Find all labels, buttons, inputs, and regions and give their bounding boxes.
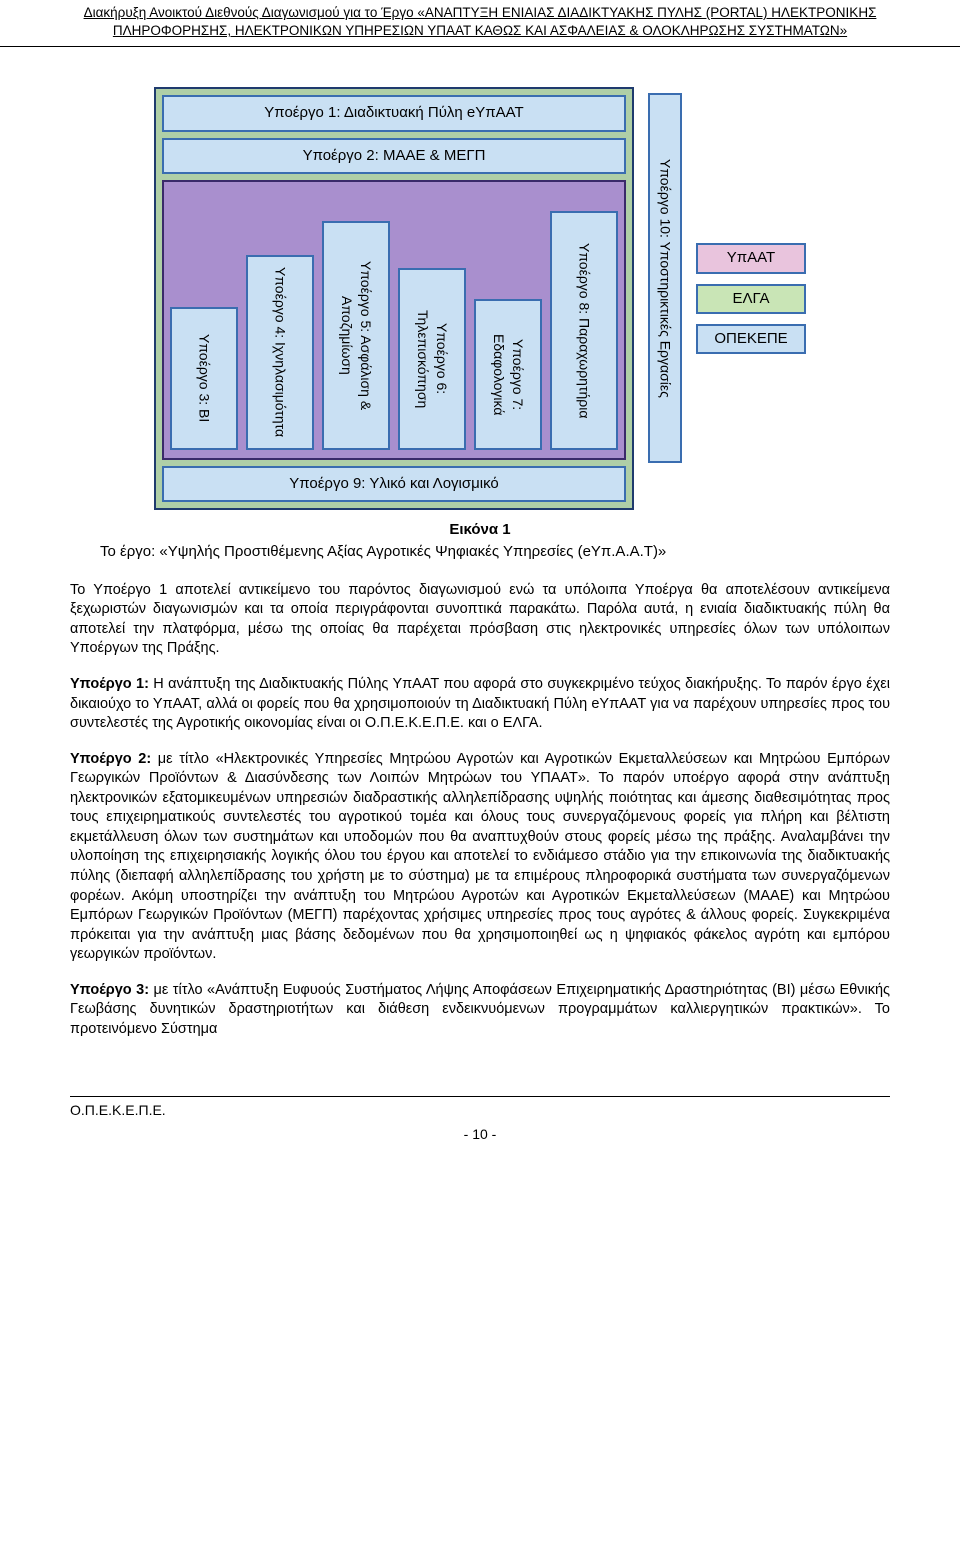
para-sub3-title: Υποέργο 3:: [70, 982, 149, 998]
side-col: Υποέργο 10: Υποστηρικτικές Εργασίες: [648, 87, 682, 510]
figure-caption: Εικόνα 1: [70, 520, 890, 540]
block-sub3: Υποέργο 3: BI: [170, 307, 238, 450]
para-sub3-body: με τίτλο «Ανάπτυξη Ευφυούς Συστήματος Λή…: [70, 982, 890, 1037]
block-sub9: Υποέργο 9: Υλικό και Λογισμικό: [162, 466, 626, 502]
legend-opekepe: ΟΠΕΚΕΠΕ: [696, 324, 806, 354]
para-sub2-title: Υποέργο 2:: [70, 751, 151, 767]
legend-elga: ΕΛΓΑ: [696, 284, 806, 314]
diagram: Υποέργο 1: Διαδικτυακή Πύλη eΥπΑΑΤ Υποέρ…: [154, 87, 806, 510]
para-sub2-body: με τίτλο «Ηλεκτρονικές Υπηρεσίες Μητρώου…: [70, 751, 890, 963]
para-intro: Το Υποέργο 1 αποτελεί αντικείμενο του πα…: [70, 581, 890, 659]
block-sub7: Υποέργο 7: Εδαφολογικά: [474, 299, 542, 450]
block-sub10: Υποέργο 10: Υποστηρικτικές Εργασίες: [648, 93, 682, 463]
figure-subcaption: Το έργο: «Υψηλής Προστιθέμενης Αξίας Αγρ…: [70, 542, 890, 562]
purple-row: Υποέργο 3: BI Υποέργο 4: Ιχνηλασιμότητα …: [162, 180, 626, 460]
legend: ΥπΑΑΤ ΕΛΓΑ ΟΠΕΚΕΠΕ: [696, 87, 806, 510]
para-sub1-body: Η ανάπτυξη της Διαδικτυακής Πύλης ΥπΑΑΤ …: [70, 676, 890, 731]
block-sub6: Υποέργο 6: Τηλεπισκόπηση: [398, 268, 466, 450]
block-sub5: Υποέργο 5: Ασφάλιση & Αποζημίωση: [322, 221, 390, 450]
page-number: - 10 -: [0, 1125, 960, 1150]
footer-org: Ο.Π.Ε.Κ.Ε.Π.Ε.: [70, 1102, 166, 1118]
content-area: Υποέργο 1: Διαδικτυακή Πύλη eΥπΑΑΤ Υποέρ…: [0, 47, 960, 1065]
legend-ypaaat: ΥπΑΑΤ: [696, 243, 806, 273]
para-sub3: Υποέργο 3: με τίτλο «Ανάπτυξη Ευφυούς Συ…: [70, 981, 890, 1040]
diagram-main: Υποέργο 1: Διαδικτυακή Πύλη eΥπΑΑΤ Υποέρ…: [154, 87, 634, 510]
footer: Ο.Π.Ε.Κ.Ε.Π.Ε.: [70, 1096, 890, 1120]
para-sub1: Υποέργο 1: Η ανάπτυξη της Διαδικτυακής Π…: [70, 675, 890, 734]
block-sub2: Υποέργο 2: ΜΑΑΕ & ΜΕΓΠ: [162, 138, 626, 174]
block-sub4: Υποέργο 4: Ιχνηλασιμότητα: [246, 255, 314, 450]
para-sub1-title: Υποέργο 1:: [70, 676, 149, 692]
diagram-wrap: Υποέργο 1: Διαδικτυακή Πύλη eΥπΑΑΤ Υποέρ…: [70, 87, 890, 510]
header-text: Διακήρυξη Ανοικτού Διεθνούς Διαγωνισμού …: [84, 5, 877, 38]
page-header: Διακήρυξη Ανοικτού Διεθνούς Διαγωνισμού …: [0, 0, 960, 47]
block-sub1: Υποέργο 1: Διαδικτυακή Πύλη eΥπΑΑΤ: [162, 95, 626, 131]
block-sub8: Υποέργο 8: Παραχωρητήρια: [550, 211, 618, 450]
para-sub2: Υποέργο 2: με τίτλο «Ηλεκτρονικές Υπηρεσ…: [70, 750, 890, 965]
